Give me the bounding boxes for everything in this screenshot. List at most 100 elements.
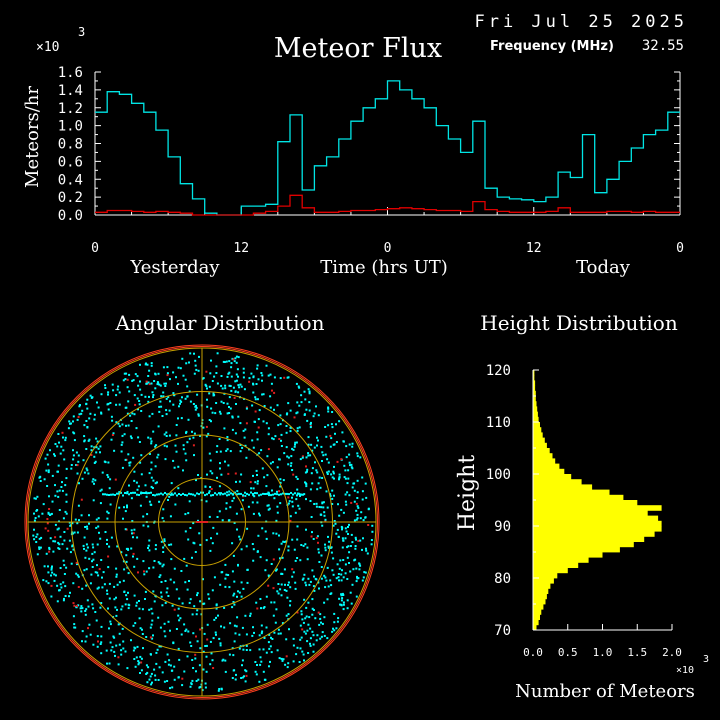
echo-point (322, 501, 325, 504)
echo-point (319, 613, 322, 616)
echo-point (108, 627, 110, 630)
echo-point (249, 612, 252, 615)
echo-point (135, 427, 138, 430)
echo-point (140, 657, 143, 660)
echo-point (166, 653, 169, 656)
echo-point (184, 493, 186, 496)
echo-point (305, 584, 308, 587)
echo-point (313, 412, 316, 415)
echo-point (129, 414, 132, 417)
echo-point (331, 630, 334, 633)
echo-point (60, 445, 63, 448)
echo-point (343, 476, 346, 479)
echo-point (302, 493, 304, 496)
echo-point (268, 494, 270, 497)
echo-point (359, 539, 362, 542)
echo-point (306, 640, 309, 643)
echo-point (280, 594, 283, 597)
echo-point (43, 478, 46, 481)
echo-point (341, 569, 343, 572)
echo-point (249, 649, 252, 652)
echo-point (323, 574, 326, 577)
echo-point (63, 597, 65, 600)
echo-point (268, 507, 271, 510)
echo-point (90, 454, 93, 456)
echo-point (132, 555, 134, 558)
echo-point (122, 379, 125, 382)
echo-point (244, 494, 247, 497)
echo-point (92, 643, 95, 646)
echo-point (124, 650, 127, 653)
echo-point (160, 540, 163, 543)
echo-point (226, 491, 229, 494)
echo-point (356, 513, 359, 516)
echo-point (190, 683, 193, 686)
echo-point (126, 490, 129, 493)
echo-point (204, 682, 207, 685)
echo-point (136, 397, 139, 400)
echo-point (287, 545, 290, 548)
echo-point (47, 512, 50, 515)
echo-point (329, 579, 332, 582)
echo-point (156, 456, 159, 459)
echo-point (267, 574, 270, 577)
echo-point (209, 640, 212, 643)
echo-point (142, 491, 144, 494)
echo-point (270, 601, 273, 604)
echo-point (120, 649, 123, 652)
flux-x-tick-label: 0 (91, 241, 99, 256)
echo-point (234, 357, 237, 360)
echo-point (167, 396, 170, 399)
echo-point (89, 633, 92, 636)
echo-point (178, 597, 181, 600)
echo-point (331, 503, 334, 505)
echo-point (234, 472, 237, 475)
echo-point (158, 410, 161, 413)
echo-point (146, 513, 149, 516)
echo-point (114, 493, 116, 496)
echo-point (177, 607, 180, 610)
echo-point (134, 491, 136, 494)
echo-point (216, 532, 219, 535)
echo-point (39, 546, 42, 549)
echo-point (314, 577, 317, 580)
echo-point (347, 469, 350, 472)
echo-point (107, 391, 110, 394)
echo-point (285, 589, 288, 592)
echo-point (208, 490, 211, 493)
echo-point (187, 538, 190, 541)
echo-point (265, 537, 268, 540)
echo-point (145, 362, 147, 365)
echo-point (233, 580, 236, 583)
echo-point (134, 665, 137, 668)
echo-point (148, 383, 151, 386)
echo-point (124, 510, 127, 513)
echo-point (117, 656, 120, 659)
echo-point (75, 572, 78, 575)
echo-point (77, 504, 80, 507)
angular-chart-title: Angular Distribution (115, 311, 325, 335)
echo-point (320, 566, 323, 568)
echo-point (206, 405, 209, 408)
echo-point (192, 403, 195, 405)
echo-point (361, 476, 364, 479)
echo-point (234, 380, 237, 383)
echo-point (341, 597, 344, 600)
echo-point (63, 539, 66, 542)
echo-point (72, 532, 74, 535)
echo-point (239, 538, 242, 541)
height-y-tick-label: 80 (494, 571, 511, 587)
echo-point (191, 659, 194, 661)
echo-point (94, 460, 97, 463)
echo-point (259, 656, 262, 659)
echo-point (231, 570, 234, 573)
echo-point (340, 604, 343, 607)
height-x-multiplier-exp: 3 (703, 654, 709, 665)
echo-point (350, 501, 353, 504)
echo-point (279, 481, 282, 484)
echo-point (300, 613, 303, 616)
echo-point (258, 512, 260, 515)
echo-point (289, 519, 292, 522)
echo-point (348, 551, 351, 554)
echo-point (109, 641, 112, 644)
